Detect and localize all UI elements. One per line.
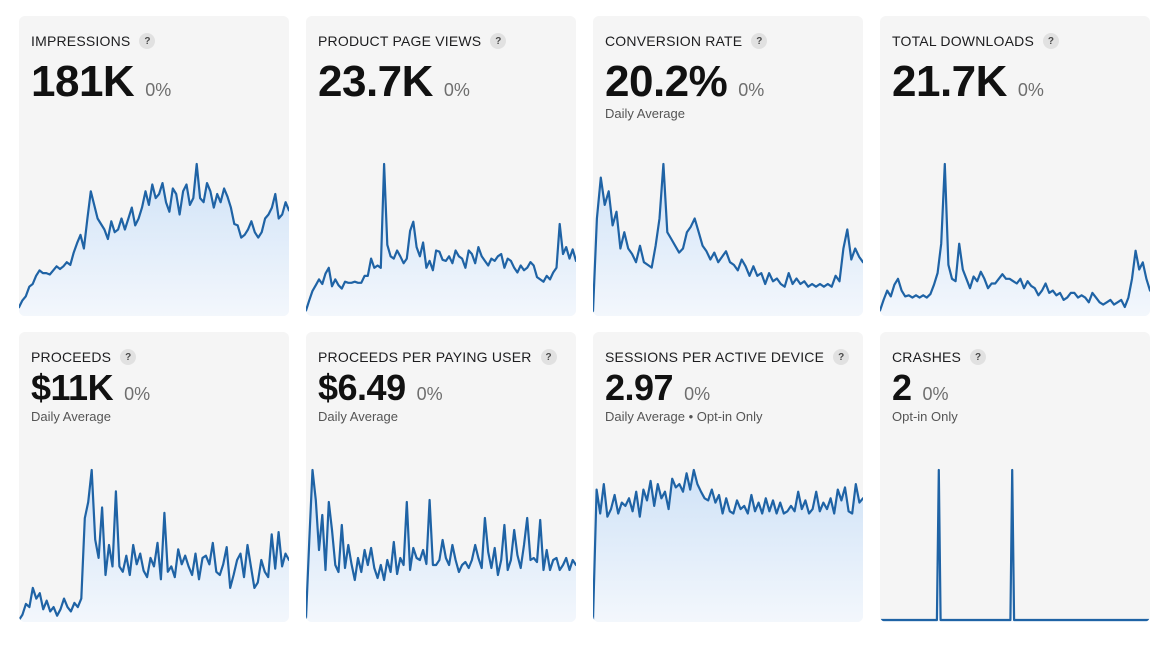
metric-card-total-downloads[interactable]: TOTAL DOWNLOADS ? 21.7K 0% xyxy=(880,16,1150,316)
sparkline-line xyxy=(19,468,289,622)
metric-value: 2.97 xyxy=(605,367,674,408)
card-title: CRASHES xyxy=(892,349,962,365)
metric-value: 181K xyxy=(31,57,135,106)
metric-card-conversion-rate[interactable]: CONVERSION RATE ? 20.2% 0% Daily Average xyxy=(593,16,863,316)
metric-card-product-page-views[interactable]: PRODUCT PAGE VIEWS ? 23.7K 0% xyxy=(306,16,576,316)
card-title: PRODUCT PAGE VIEWS xyxy=(318,33,482,49)
sparkline-chart xyxy=(19,162,289,316)
metric-subtitle: Daily Average xyxy=(318,409,398,424)
sparkline-area xyxy=(306,164,576,316)
sparkline-area xyxy=(306,470,576,622)
metric-row: 2 0% xyxy=(892,366,949,410)
question-mark-icon[interactable]: ? xyxy=(833,349,850,365)
metric-delta: 0% xyxy=(145,80,172,100)
card-title: PROCEEDS xyxy=(31,349,112,365)
card-header: TOTAL DOWNLOADS ? xyxy=(892,33,1059,49)
metric-delta: 0% xyxy=(124,384,151,404)
sparkline-line xyxy=(19,162,289,309)
sparkline-line xyxy=(593,468,863,622)
metric-value: 2 xyxy=(892,367,912,408)
question-mark-icon[interactable]: ? xyxy=(120,349,137,365)
sparkline-chart xyxy=(593,468,863,622)
metric-row: 21.7K 0% xyxy=(892,56,1044,108)
card-title: CONVERSION RATE xyxy=(605,33,743,49)
sparkline-line xyxy=(593,162,863,313)
sparkline-area xyxy=(880,164,1150,316)
metric-card-proceeds-per-paying-user[interactable]: PROCEEDS PER PAYING USER ? $6.49 0% Dail… xyxy=(306,332,576,622)
sparkline-area xyxy=(593,470,863,622)
metric-subtitle: Daily Average xyxy=(31,409,111,424)
card-title: PROCEEDS PER PAYING USER xyxy=(318,349,532,365)
metric-value: $6.49 xyxy=(318,367,406,408)
card-header: CONVERSION RATE ? xyxy=(605,33,768,49)
metric-value: 23.7K xyxy=(318,57,433,106)
question-mark-icon[interactable]: ? xyxy=(1042,33,1059,49)
question-mark-icon[interactable]: ? xyxy=(490,33,507,49)
metric-delta: 0% xyxy=(416,384,443,404)
card-header: PROCEEDS PER PAYING USER ? xyxy=(318,349,557,365)
metric-row: 20.2% 0% xyxy=(605,56,764,108)
sparkline-area xyxy=(593,164,863,316)
sparkline-area xyxy=(880,470,1150,622)
question-mark-icon[interactable]: ? xyxy=(139,33,156,49)
metric-value: 20.2% xyxy=(605,57,728,106)
card-title: IMPRESSIONS xyxy=(31,33,131,49)
sparkline-chart xyxy=(880,468,1150,622)
card-header: PRODUCT PAGE VIEWS ? xyxy=(318,33,507,49)
metric-card-proceeds[interactable]: PROCEEDS ? $11K 0% Daily Average xyxy=(19,332,289,622)
sparkline-line xyxy=(880,468,1150,622)
metric-subtitle: Daily Average • Opt-in Only xyxy=(605,409,763,424)
question-mark-icon[interactable]: ? xyxy=(970,349,987,365)
metric-row: $11K 0% xyxy=(31,366,150,410)
card-header: IMPRESSIONS ? xyxy=(31,33,156,49)
sparkline-line xyxy=(306,162,576,312)
metric-value: $11K xyxy=(31,367,114,408)
metric-delta: 0% xyxy=(922,384,949,404)
metric-row: $6.49 0% xyxy=(318,366,443,410)
sparkline-chart xyxy=(19,468,289,622)
sparkline-chart xyxy=(593,162,863,316)
metric-delta: 0% xyxy=(684,384,711,404)
metric-value: 21.7K xyxy=(892,57,1007,106)
question-mark-icon[interactable]: ? xyxy=(751,33,768,49)
metric-row: 2.97 0% xyxy=(605,366,710,410)
sparkline-chart xyxy=(306,468,576,622)
metric-card-sessions-per-active-device[interactable]: SESSIONS PER ACTIVE DEVICE ? 2.97 0% Dai… xyxy=(593,332,863,622)
metric-delta: 0% xyxy=(738,80,765,100)
card-title: TOTAL DOWNLOADS xyxy=(892,33,1034,49)
sparkline-area xyxy=(19,470,289,622)
metric-card-crashes[interactable]: CRASHES ? 2 0% Opt-in Only xyxy=(880,332,1150,622)
metric-subtitle: Opt-in Only xyxy=(892,409,958,424)
question-mark-icon[interactable]: ? xyxy=(540,349,557,365)
card-header: CRASHES ? xyxy=(892,349,987,365)
metric-row: 181K 0% xyxy=(31,56,171,108)
sparkline-chart xyxy=(880,162,1150,316)
card-header: SESSIONS PER ACTIVE DEVICE ? xyxy=(605,349,850,365)
card-title: SESSIONS PER ACTIVE DEVICE xyxy=(605,349,825,365)
sparkline-chart xyxy=(306,162,576,316)
sparkline-line xyxy=(306,468,576,620)
metric-row: 23.7K 0% xyxy=(318,56,470,108)
metric-delta: 0% xyxy=(1017,80,1044,100)
sparkline-line xyxy=(880,162,1150,312)
card-header: PROCEEDS ? xyxy=(31,349,137,365)
metric-subtitle: Daily Average xyxy=(605,106,685,121)
metric-card-impressions[interactable]: IMPRESSIONS ? 181K 0% xyxy=(19,16,289,316)
metric-delta: 0% xyxy=(443,80,470,100)
